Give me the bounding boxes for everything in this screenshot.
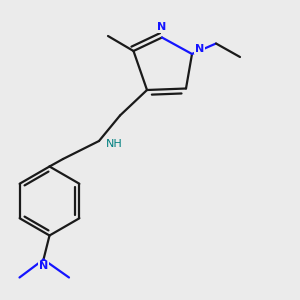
Text: NH: NH xyxy=(106,139,123,149)
Text: N: N xyxy=(158,22,166,32)
Text: N: N xyxy=(195,44,204,54)
Text: N: N xyxy=(39,261,48,271)
